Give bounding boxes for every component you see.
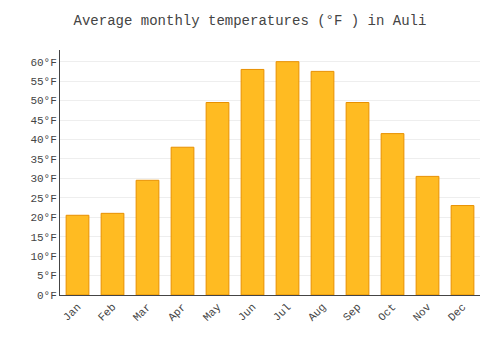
svg-text:10°F: 10°F <box>30 251 56 263</box>
svg-text:40°F: 40°F <box>30 134 56 146</box>
svg-text:60°F: 60°F <box>30 57 56 69</box>
svg-text:30°F: 30°F <box>30 173 56 185</box>
svg-text:15°F: 15°F <box>30 232 56 244</box>
svg-text:Nov: Nov <box>411 301 434 324</box>
svg-text:50°F: 50°F <box>30 95 56 107</box>
svg-text:55°F: 55°F <box>30 76 56 88</box>
svg-text:0°F: 0°F <box>37 290 57 302</box>
svg-text:25°F: 25°F <box>30 193 56 205</box>
svg-text:Sep: Sep <box>341 301 363 323</box>
svg-text:20°F: 20°F <box>30 212 56 224</box>
svg-text:Apr: Apr <box>166 301 188 323</box>
svg-text:Jun: Jun <box>236 301 258 323</box>
svg-text:Dec: Dec <box>446 301 468 323</box>
svg-text:Jan: Jan <box>61 301 83 323</box>
svg-text:45°F: 45°F <box>30 115 56 127</box>
svg-text:Mar: Mar <box>131 301 153 323</box>
svg-text:Jul: Jul <box>271 301 293 323</box>
svg-text:35°F: 35°F <box>30 154 56 166</box>
svg-text:May: May <box>201 301 224 324</box>
svg-text:Feb: Feb <box>96 301 118 323</box>
svg-text:Average monthly temperatures (: Average monthly temperatures (°F ) in Au… <box>74 13 427 29</box>
svg-text:Oct: Oct <box>376 301 398 323</box>
svg-text:5°F: 5°F <box>37 270 57 282</box>
svg-text:Aug: Aug <box>306 301 328 323</box>
